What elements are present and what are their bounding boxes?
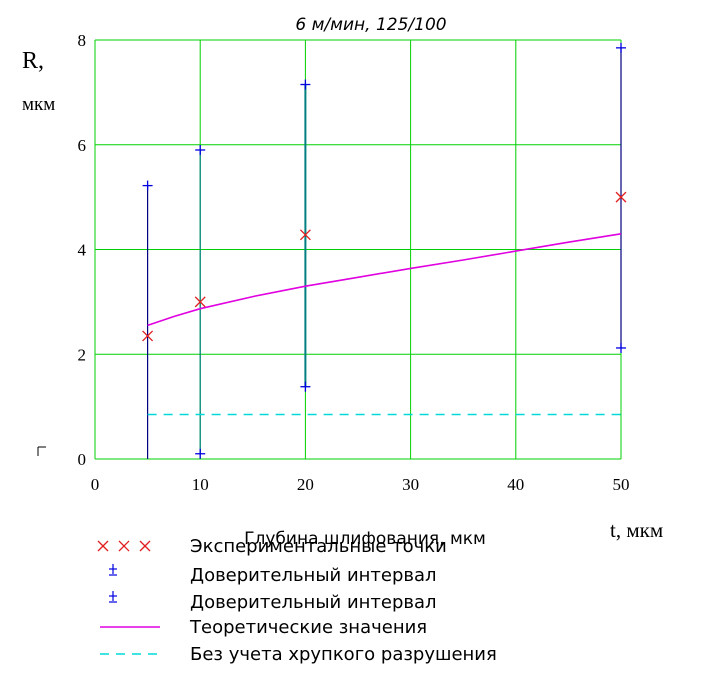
x-tick-label: 30 — [402, 475, 419, 494]
legend-interval-marker — [109, 564, 117, 576]
legend-label: Без учета хрупкого разрушения — [190, 644, 497, 665]
y-tick-label: 4 — [78, 241, 87, 260]
legend-experimental-marker — [139, 540, 151, 552]
legend-label: Теоретические значения — [189, 617, 427, 638]
x-marker-b — [194, 296, 206, 308]
x-tick-label: 20 — [297, 475, 314, 494]
legend: Экспериментальные точки Доверительный инт… — [97, 536, 497, 665]
confidence-upper-marker — [300, 79, 311, 90]
plot-area: 0 10 20 30 40 50 0 2 4 6 8 — [37, 31, 630, 494]
x-marker-b — [118, 540, 130, 552]
y-tick-label: 8 — [78, 31, 87, 50]
x-marker-b — [139, 540, 151, 552]
x-tick-label: 50 — [613, 475, 630, 494]
legend-label: Доверительный интервал — [190, 592, 437, 613]
x-marker-b — [142, 330, 154, 342]
confidence-lower-marker — [300, 381, 311, 392]
legend-experimental-marker — [97, 540, 109, 552]
experimental-point — [299, 229, 311, 241]
y-tick-label: 6 — [78, 136, 87, 155]
legend-label: Доверительный интервал — [190, 565, 437, 586]
x-marker-b — [299, 229, 311, 241]
y-axis-label-line2: мкм — [22, 94, 55, 115]
experimental-point — [194, 296, 206, 308]
x-tick-label: 0 — [91, 475, 100, 494]
legend-experimental-marker — [118, 540, 130, 552]
x-axis-label: t, мкм — [610, 518, 663, 542]
x-tick-label: 40 — [507, 475, 524, 494]
x-marker-b — [615, 191, 627, 203]
legend-interval-marker — [109, 591, 117, 603]
y-tick-label: 2 — [78, 345, 87, 364]
confidence-upper-marker — [616, 42, 626, 53]
x-axis-center-label: Глубина шлифования, мкм — [244, 529, 486, 549]
theoretical-curve — [147, 233, 622, 327]
y-axis-label-line1: R, — [22, 48, 44, 74]
confidence-lower-marker — [195, 448, 206, 459]
x-tick-label: 10 — [192, 475, 209, 494]
chart-title: 6 м/мин, 125/100 — [295, 15, 446, 35]
experimental-point — [615, 191, 627, 203]
legend-label: Экспериментальные точки — [190, 536, 447, 557]
x-marker-b — [97, 540, 109, 552]
confidence-upper-marker — [142, 180, 153, 191]
confidence-upper-marker — [195, 144, 206, 155]
experimental-point — [142, 330, 154, 342]
y-tick-label: 0 — [78, 450, 87, 469]
confidence-lower-marker — [616, 342, 626, 353]
